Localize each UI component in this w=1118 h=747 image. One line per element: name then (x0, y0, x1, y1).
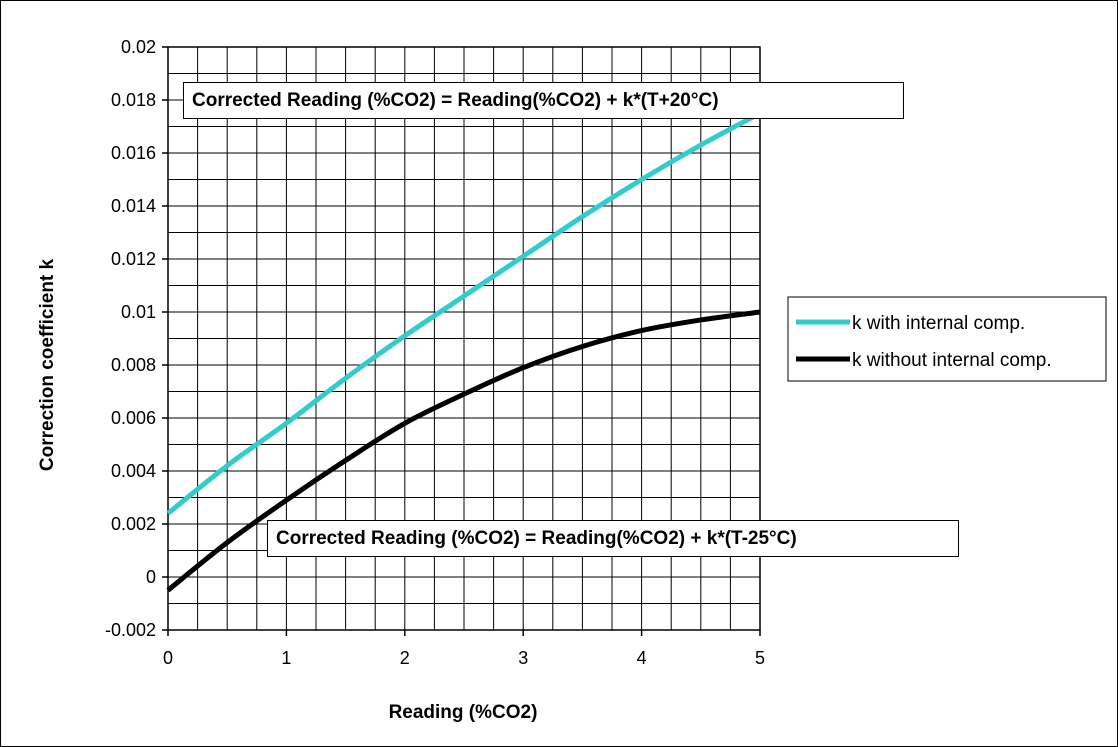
y-tick-label: 0.002 (111, 514, 156, 534)
series-line-2 (166, 309, 761, 593)
y-tick-label: 0.016 (111, 143, 156, 163)
y-tick-label: 0 (146, 567, 156, 587)
series-line-1 (166, 111, 762, 516)
y-tick-label: 0.004 (111, 461, 156, 481)
annotation-formula-top: Corrected Reading (%CO2) = Reading(%CO2)… (183, 82, 904, 119)
y-tick-label: -0.002 (105, 620, 156, 640)
y-tick-label: 0.02 (121, 37, 156, 57)
y-tick-label: 0.014 (111, 196, 156, 216)
series-layer (166, 111, 762, 593)
x-tick-label: 2 (400, 648, 410, 668)
legend-label-series-2: k without internal comp. (852, 350, 1052, 371)
plot-area (167, 46, 761, 631)
x-tick-label: 5 (755, 648, 765, 668)
y-tick-label: 0.006 (111, 408, 156, 428)
x-tick-label: 4 (637, 648, 647, 668)
y-tick-label: 0.01 (121, 302, 156, 322)
y-axis-title: Correction coefficient k (37, 258, 58, 471)
x-tick-label: 3 (518, 648, 528, 668)
y-axis-ticks: -0.002 0 0.002 0.004 0.006 0.008 0.01 0.012 0.01… (105, 37, 168, 640)
x-tick-label: 1 (281, 648, 291, 668)
y-tick-label: 0.018 (111, 90, 156, 110)
y-tick-label: 0.008 (111, 355, 156, 375)
x-axis-ticks: 0 1 2 3 4 5 (163, 630, 765, 668)
y-tick-label: 0.012 (111, 249, 156, 269)
x-tick-label: 0 (163, 648, 173, 668)
x-axis-title: Reading (%CO2) (389, 702, 538, 723)
legend-box (787, 296, 1107, 382)
legend-label-series-1: k with internal comp. (852, 313, 1025, 334)
annotation-formula-bottom: Corrected Reading (%CO2) = Reading(%CO2)… (267, 520, 959, 557)
